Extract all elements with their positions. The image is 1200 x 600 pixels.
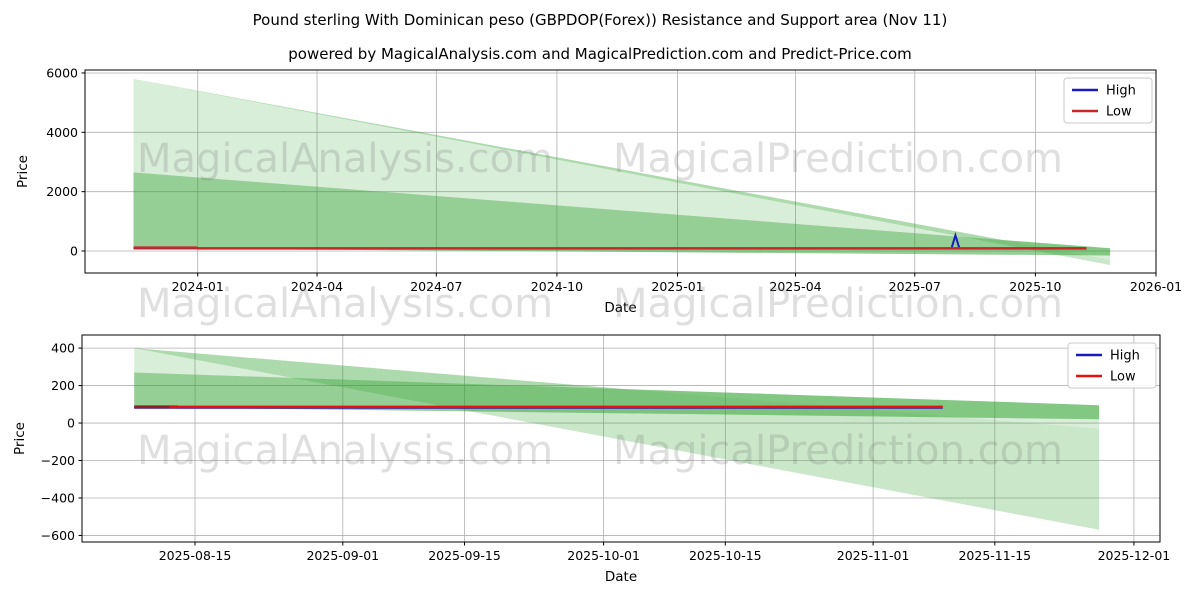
band-support-inner-dark [134,372,1100,420]
x-tick-label: 2025-10-15 [689,548,762,563]
gridlines [82,335,1160,542]
plot-border [81,334,1161,543]
x-tick-label: 2024-10 [531,279,583,294]
chart-title: Pound sterling With Dominican peso (GBPD… [252,11,948,29]
x-tick-label: 2025-10-01 [567,548,640,563]
x-tick-label: 2025-11-01 [837,548,910,563]
x-axis: 2025-08-15 2025-09-01 2025-09-15 2025-10-01… [159,542,1171,563]
x-tick-label: 2025-09-15 [428,548,501,563]
x-axis-label: Date [604,300,636,316]
legend-label-low: Low [1106,105,1132,120]
y-tick-label: 0 [70,244,78,259]
y-tick-label: 2000 [46,184,78,199]
band-resistance-outer-wedge [133,78,1111,266]
legend-label-high: High [1110,349,1140,364]
y-tick-label: −600 [41,528,75,543]
x-tick-label: 2025-10 [1009,279,1061,294]
plot-border [84,69,1157,274]
band-resistance-outer-light [133,78,1111,260]
x-tick-label: 2025-12-01 [1098,548,1171,563]
x-tick-label: 2025-04 [769,279,821,294]
y-tick-label: 0 [67,416,75,431]
y-tick-label: −400 [41,490,75,505]
y-axis: 0 2000 4000 6000 [46,65,85,259]
y-axis-label: Price [15,155,31,188]
y-tick-label: 4000 [46,125,78,140]
x-tick-label: 2024-01 [172,279,224,294]
y-tick-label: 6000 [46,65,78,80]
y-tick-label: 200 [51,378,75,393]
y-tick-label: −200 [41,453,75,468]
x-tick-label: 2025-08-15 [159,548,232,563]
bottom-chart: 2025-08-15 2025-09-01 2025-09-15 2025-10-01… [12,334,1171,585]
y-axis: −600 −400 −200 0 200 400 [41,341,82,543]
x-tick-label: 2026-01 [1130,279,1182,294]
x-tick-label: 2024-04 [291,279,343,294]
y-axis-label: Price [12,422,28,455]
x-axis-label: Date [605,569,637,585]
band-resistance-outer-light [134,348,1100,429]
legend-label-high: High [1106,84,1136,99]
low-line [133,246,1087,250]
top-chart: 2024-01 2024-04 2024-07 2024-10 2025-01 2025-… [15,65,1182,316]
x-tick-label: 2024-07 [410,279,462,294]
band-support-inner-dark [133,172,1111,256]
legend-label-low: Low [1110,370,1136,385]
y-tick-label: 400 [51,341,75,356]
x-tick-label: 2025-01 [651,279,703,294]
x-tick-label: 2025-09-01 [306,548,379,563]
x-tick-label: 2025-11-15 [958,548,1031,563]
chart-subtitle: powered by MagicalAnalysis.com and Magic… [288,45,912,63]
x-axis: 2024-01 2024-04 2024-07 2024-10 2025-01 2025-… [172,273,1182,294]
legend: High Low [1063,77,1153,124]
legend: High Low [1067,342,1157,389]
x-tick-label: 2025-07 [889,279,941,294]
